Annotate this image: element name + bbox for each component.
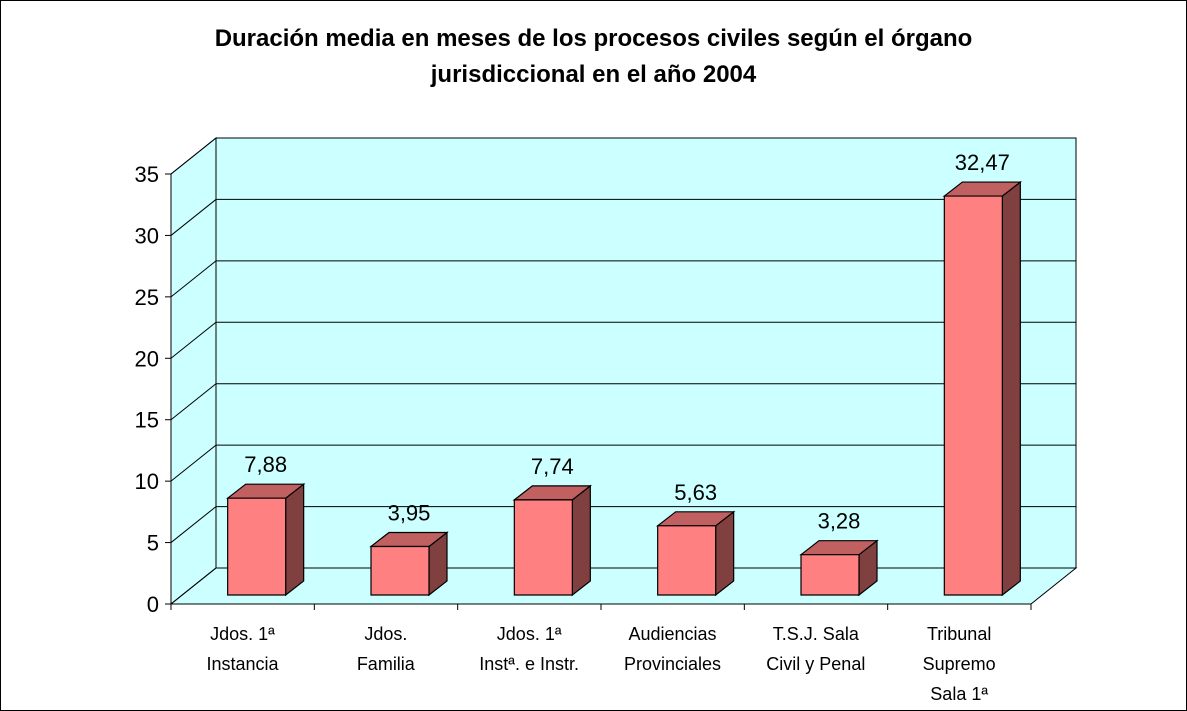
y-tick-label: 20 xyxy=(135,346,159,371)
bar-side xyxy=(285,482,305,597)
y-tick-label: 15 xyxy=(135,408,159,433)
x-tick-label: T.S.J. Sala Civil y Penal xyxy=(766,624,866,674)
grid-line xyxy=(170,567,1076,605)
grid-line xyxy=(170,444,1076,482)
value-label: 5,63 xyxy=(674,480,717,505)
bar xyxy=(942,180,1023,597)
y-tick-label: 10 xyxy=(135,469,159,494)
y-tick-label: 0 xyxy=(147,592,159,617)
y-tick-label: 35 xyxy=(135,162,159,187)
value-label: 7,74 xyxy=(531,454,574,479)
value-label: 7,88 xyxy=(244,452,287,477)
y-tick-label: 30 xyxy=(135,223,159,248)
floor xyxy=(169,567,1078,605)
side-wall xyxy=(170,136,217,606)
bar xyxy=(799,539,879,597)
bar-side xyxy=(1001,180,1021,597)
chart-title: Duración media en meses de los procesos … xyxy=(214,25,973,88)
x-tick-label: Audiencias Provinciales xyxy=(623,624,722,674)
grid-line xyxy=(170,137,1076,175)
x-tick-label: Jdos. 1ª Instª. e Instr. xyxy=(479,624,579,674)
bar xyxy=(225,482,306,597)
y-tick-label: 25 xyxy=(135,285,159,310)
grid-line xyxy=(170,383,1076,421)
value-label: 32,47 xyxy=(955,150,1010,175)
x-tick-label: Tribunal Supremo Sala 1ª xyxy=(922,624,996,704)
bar-front xyxy=(800,554,860,596)
grid-line xyxy=(170,506,1076,543)
value-label: 3,28 xyxy=(818,509,861,534)
bar-front xyxy=(227,497,287,596)
grid-line xyxy=(170,198,1076,236)
bar-side xyxy=(571,484,591,597)
bar xyxy=(655,510,736,597)
x-tick-label: Jdos. 1ª Instancia xyxy=(206,624,279,674)
value-label: 3,95 xyxy=(388,500,431,525)
grid-line xyxy=(170,321,1076,359)
y-tick-label: 5 xyxy=(147,531,159,556)
bar-front xyxy=(513,499,573,596)
grid-line xyxy=(170,260,1076,298)
bar-front xyxy=(943,195,1003,596)
bar-front xyxy=(370,545,430,596)
x-tick-label: Jdos. Familia xyxy=(356,624,415,674)
bar xyxy=(369,531,449,597)
bar-front xyxy=(657,525,717,596)
bar xyxy=(512,484,593,597)
